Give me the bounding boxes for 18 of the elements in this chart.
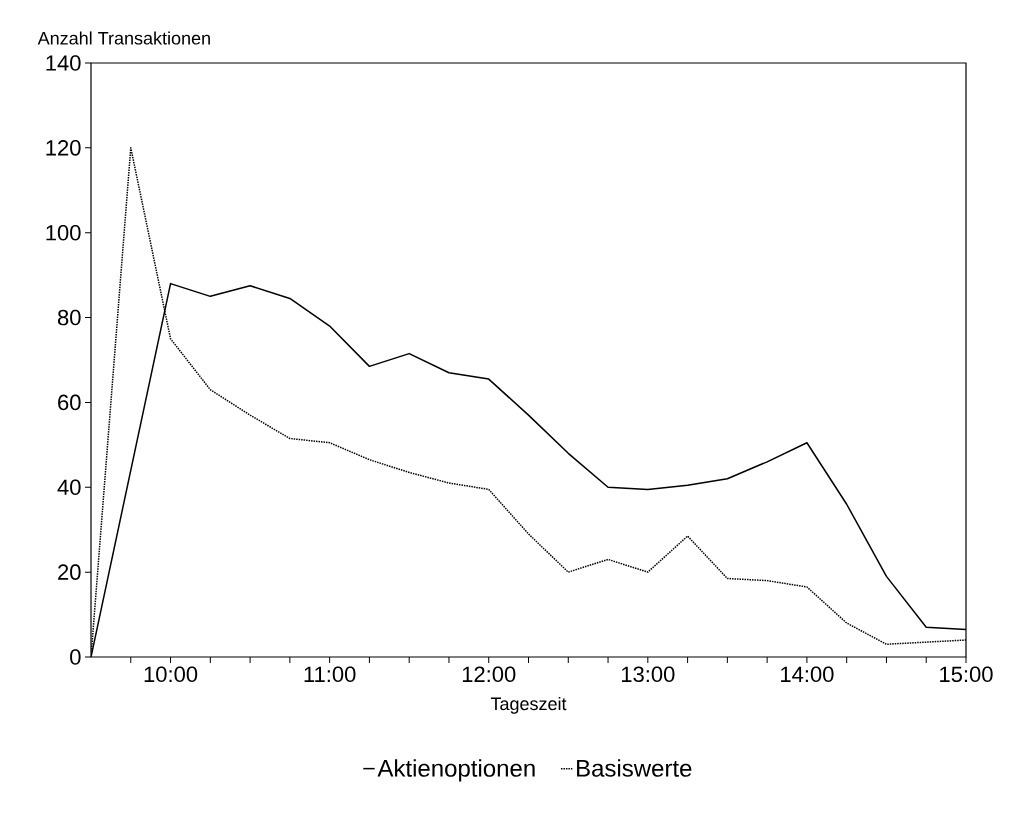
legend-label: Aktienoptionen <box>377 759 535 782</box>
y-tick-label: 0 <box>70 649 81 665</box>
y-tick-label: 80 <box>57 309 81 326</box>
legend-label: Basiswerte <box>577 759 692 777</box>
x-tick-label: 10:00 <box>144 666 198 683</box>
y-tick-label: 20 <box>58 564 81 580</box>
x-tick-label: 14:00 <box>781 666 834 683</box>
y-axis-title: Anzahl Transaktionen <box>37 31 210 45</box>
x-tick-label: 12:00 <box>462 666 516 683</box>
y-tick-label: 100 <box>46 224 81 241</box>
x-tick-label: 11:00 <box>304 666 356 683</box>
y-tick-label: 140 <box>46 55 81 71</box>
x-tick-label: 13:00 <box>621 666 675 683</box>
y-tick-label: 120 <box>46 140 81 156</box>
x-axis-title: Tageszeit <box>490 696 567 714</box>
x-tick-label: 15:00 <box>940 666 993 683</box>
y-tick-label: 60 <box>58 394 81 411</box>
y-tick-label: 40 <box>57 479 81 496</box>
